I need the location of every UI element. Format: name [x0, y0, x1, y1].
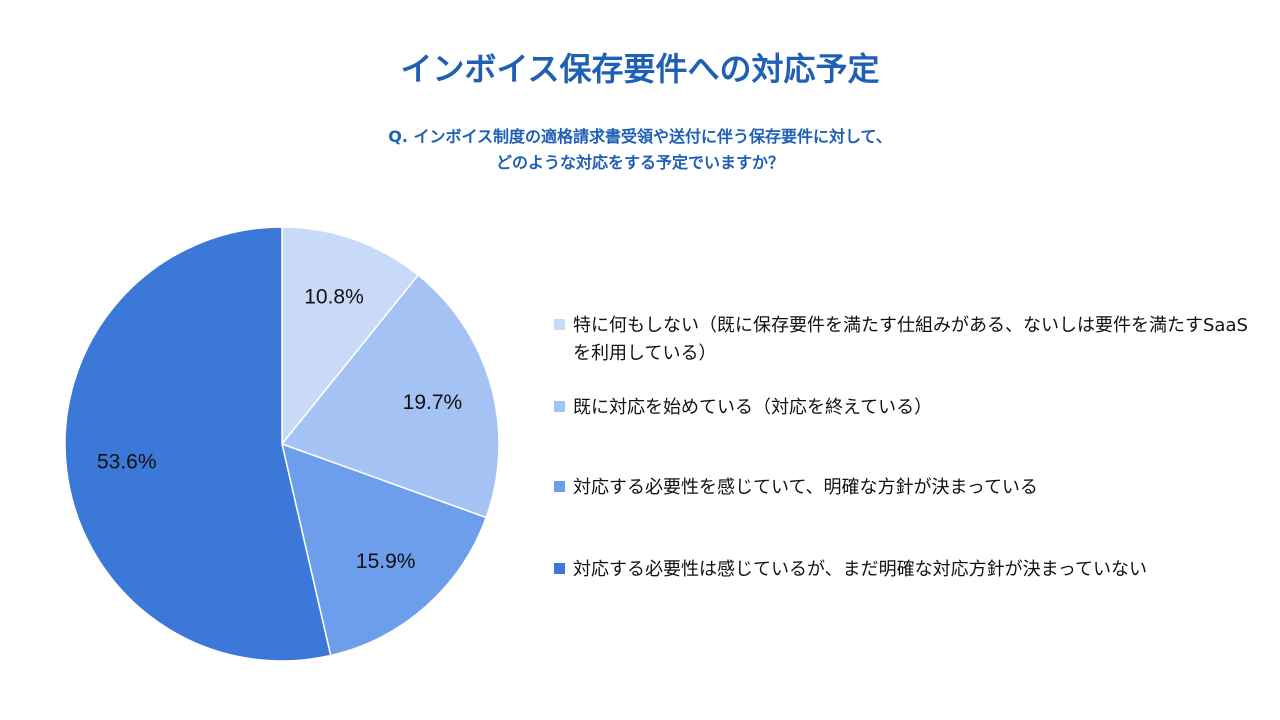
legend-swatch-3 [554, 481, 565, 492]
legend-label-4: 対応する必要性は感じているが、まだ明確な対応方針が決まっていない [573, 559, 1148, 580]
legend-label-1: 特に何もしない（既に保存要件を満たす仕組みがある、ないしは要件を満たすSaaSを… [573, 315, 1248, 364]
legend-label-3: 対応する必要性を感じていて、明確な方針が決まっている [573, 477, 1038, 498]
pie-slice-4 [64, 226, 332, 662]
pie-slice-2 [280, 274, 500, 519]
legend-item-4: 対応する必要性は感じているが、まだ明確な対応方針が決まっていない [554, 556, 1263, 584]
legend-item-1: 特に何もしない（既に保存要件を満たす仕組みがある、ないしは要件を満たすSaaSを… [554, 312, 1263, 368]
slice-value-label-4: 53.6% [97, 451, 157, 474]
legend-item-3: 対応する必要性を感じていて、明確な方針が決まっている [554, 474, 1263, 502]
slice-value-label-3: 15.9% [356, 550, 416, 573]
legend-label-2: 既に対応を始めている（対応を終えている） [573, 397, 933, 418]
legend-swatch-4 [554, 563, 565, 574]
pie-slice-1 [281, 226, 420, 447]
legend-swatch-2 [554, 401, 565, 412]
pie-slice-3 [280, 442, 488, 657]
chart-title: インボイス保存要件への対応予定 [400, 50, 880, 88]
slice-value-label-2: 19.7% [403, 391, 463, 414]
legend-item-2: 既に対応を始めている（対応を終えている） [554, 394, 1263, 422]
slice-value-label-1: 10.8% [304, 286, 364, 309]
chart-subtitle: Q. インボイス制度の適格請求書受領や送付に伴う保存要件に対して、 どのような対… [0, 124, 1280, 176]
legend-swatch-1 [554, 319, 565, 330]
question-line-2: どのような対応をする予定でいますか？ [495, 153, 784, 172]
question-line-1: Q. インボイス制度の適格請求書受領や送付に伴う保存要件に対して、 [388, 127, 892, 146]
